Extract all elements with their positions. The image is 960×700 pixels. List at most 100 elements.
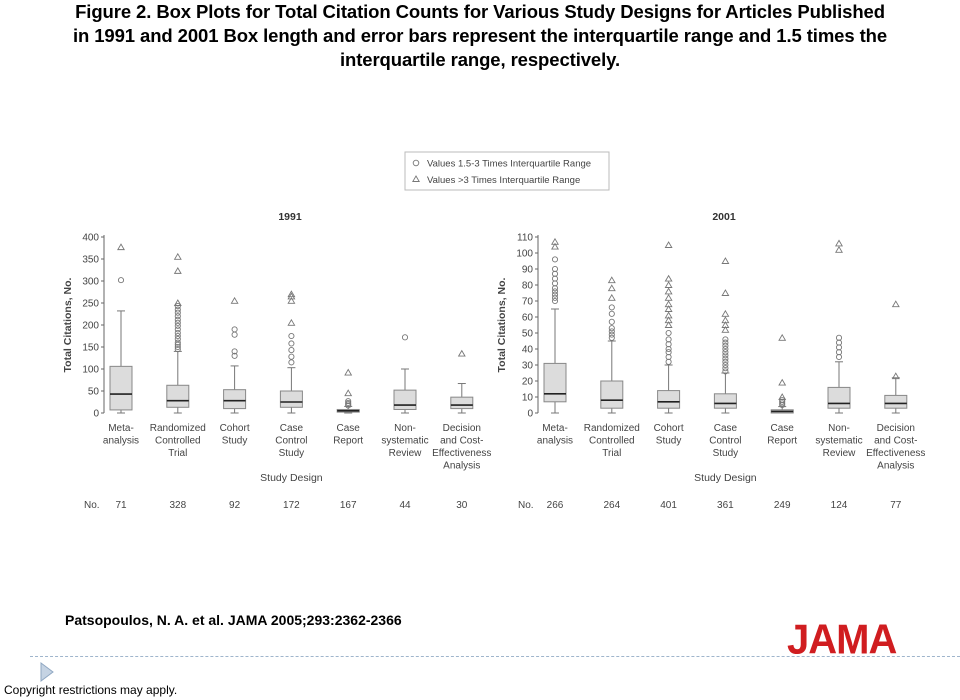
x-axis-label: Study Design [694,472,757,484]
legend-box: Values 1.5-3 Times Interquartile Range V… [404,151,610,191]
box-plot-5 [393,334,417,414]
slide-title-line: in 1991 and 2001 Box length and error ba… [72,25,888,46]
y-axis-label: Total Citations, No. [496,277,508,372]
n-count: 249 [774,500,791,511]
outlier-triangle [287,292,296,300]
n-count: 124 [831,500,848,511]
outlier-triangle [173,252,182,260]
outlier-circle [288,347,295,354]
outlier-circle [722,349,729,356]
outlier-triangle [778,378,787,386]
iqr-box [600,380,624,409]
box-plot-figure: Values 1.5-3 Times Interquartile Range V… [62,151,925,511]
legend-triangle-icon [412,175,420,182]
category-label: Meta- [108,423,134,434]
category-label: analysis [537,436,573,447]
outlier-circle [174,339,181,346]
category-label: Non- [394,423,416,434]
copyright-notice: Copyright restrictions may apply. [4,683,178,697]
outlier-circle [608,310,615,317]
y-tick-label: 300 [82,277,99,288]
n-count: 361 [717,500,734,511]
outlier-triangle [664,293,673,301]
outlier-circle [174,341,181,348]
next-arrow-icon[interactable] [40,662,54,682]
outlier-triangle [287,290,296,298]
outlier-circle [174,343,181,351]
category-label: Study [656,436,682,447]
slide-title-line: interquartile range, respectively. [339,49,621,70]
outlier-triangle [664,311,673,319]
outlier-circle [665,349,672,356]
category-label: Control [709,436,741,447]
category-label: Trial [168,448,187,459]
outlier-circle [551,297,559,305]
category-label: Meta- [542,423,568,434]
box-plot-0 [109,243,133,414]
outlier-circle [174,313,181,320]
outlier-circle [608,334,615,341]
n-count: 44 [399,500,411,511]
outlier-triangle [117,243,125,251]
outlier-circle [722,339,729,346]
box-plot-6 [450,349,474,414]
outlier-circle [174,303,181,310]
y-tick-label: 200 [82,321,99,332]
outlier-circle [174,309,181,316]
category-label: Report [767,436,797,447]
outlier-circle [608,328,615,335]
outlier-triangle [664,300,673,308]
outlier-circle [231,326,238,333]
category-label: Case [280,423,304,434]
y-tick-label: 50 [522,329,534,340]
box-plot-1 [600,276,624,414]
box-plot-5 [827,239,851,414]
outlier-triangle [664,281,673,288]
panel-title: 1991 [278,211,302,223]
n-count: 30 [456,500,468,511]
outlier-triangle [721,325,730,333]
category-label: systematic [815,436,862,447]
iqr-box [393,389,417,410]
outlier-circle [231,352,238,359]
n-count: 71 [115,500,127,511]
outlier-triangle [891,372,900,380]
iqr-box [450,396,474,410]
category-label: and Cost- [874,436,917,447]
outlier-circle [231,331,238,338]
outlier-circle [174,346,181,353]
legend-circle-icon [412,159,420,167]
outlier-triangle [607,276,616,284]
outlier-triangle [778,333,787,341]
outlier-circle [665,329,672,337]
category-label: Non- [828,423,850,434]
outlier-triangle [173,299,182,306]
iqr-box [223,389,247,410]
outlier-circle [174,322,181,329]
y-tick-label: 0 [93,409,99,420]
category-label: Study [222,436,248,447]
category-label: Case [771,423,795,434]
box-plot-6 [884,300,908,414]
category-label: Trial [602,448,621,459]
outlier-circle [722,355,729,362]
y-tick-label: 70 [522,297,534,308]
outlier-triangle [551,242,559,250]
y-tick-label: 60 [522,313,534,324]
category-label: Cohort [654,423,684,434]
y-axis-label: Total Citations, No. [62,277,74,372]
outlier-circle [608,304,615,311]
outlier-circle [608,325,615,332]
outlier-circle [722,352,729,359]
outlier-triangle [664,287,673,295]
category-label: Analysis [877,461,914,472]
category-label: Study [279,448,305,459]
y-tick-label: 40 [522,345,534,356]
outlier-circle [779,400,786,407]
category-label: Case [714,423,738,434]
y-tick-label: 0 [527,409,533,420]
iqr-box [713,393,737,409]
outlier-circle [174,316,181,323]
box-plot-4 [336,368,360,414]
outlier-circle [722,336,729,343]
